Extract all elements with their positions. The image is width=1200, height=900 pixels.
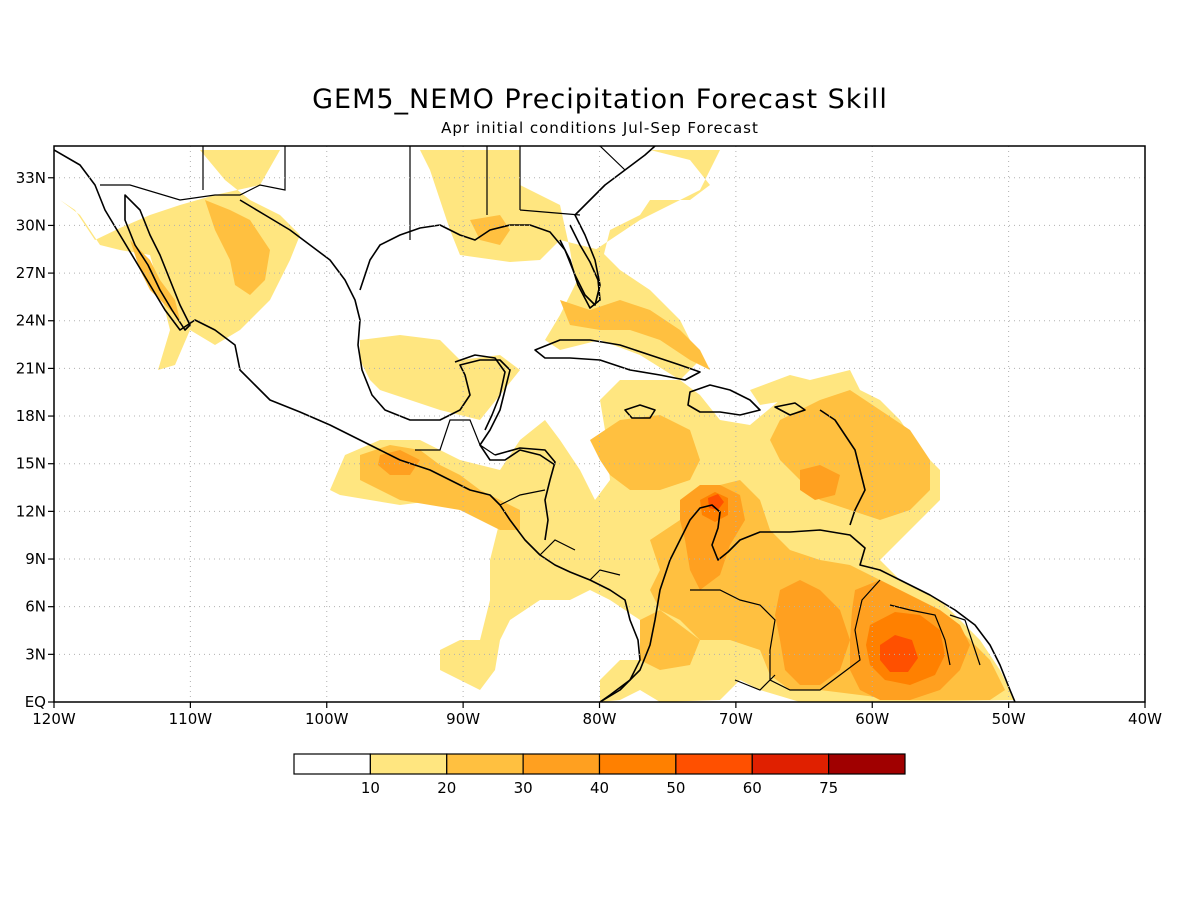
colorbar-swatch	[446, 753, 524, 775]
political-borders	[100, 146, 981, 691]
colorbar-swatch	[751, 753, 830, 775]
gridlines	[54, 146, 1145, 702]
coastline-baja	[124, 194, 191, 331]
border-central-america	[415, 419, 621, 581]
map-title: GEM5_NEMO Precipitation Forecast Skill	[312, 84, 888, 115]
lat-tick-label: 12N	[16, 502, 46, 520]
border-south-america	[690, 579, 981, 691]
lat-tick-label: 3N	[25, 645, 46, 663]
lon-tick-label: 60W	[855, 710, 889, 728]
skill-region-orinoco	[775, 580, 850, 685]
skill-region-florida-bahamas	[560, 300, 710, 370]
skill-region-caribbean-central	[590, 415, 700, 490]
colorbar-label: 30	[514, 779, 533, 797]
colorbar-label: 40	[590, 779, 609, 797]
colorbar: 10 20 30 40 50 60 75	[293, 753, 906, 797]
colorbar-swatch	[293, 753, 371, 775]
colorbar-swatch	[369, 753, 448, 775]
coastline-puerto-rico	[774, 402, 806, 416]
longitude-axis: 120W 110W 100W 90W 80W 70W 60W 50W 40W	[32, 702, 1162, 728]
colorbar-label: 50	[666, 779, 685, 797]
lat-tick-label: EQ	[25, 693, 46, 711]
lon-tick-label: 90W	[446, 710, 480, 728]
lat-tick-label: 27N	[16, 264, 46, 282]
latitude-axis: EQ 3N 6N 9N 12N 15N 18N 21N 24N 27N 30N 33N	[16, 169, 54, 711]
skill-region-lake-maracaibo	[680, 485, 745, 590]
coastline-jamaica	[624, 404, 656, 419]
coastline-south-america	[599, 504, 1016, 702]
colorbar-label: 20	[437, 779, 456, 797]
colorbar-swatch	[522, 753, 601, 775]
lat-tick-label: 9N	[25, 550, 46, 568]
coastline-honduras	[494, 447, 556, 541]
skill-fields	[54, 146, 1145, 702]
lat-tick-label: 18N	[16, 407, 46, 425]
lon-tick-label: 50W	[992, 710, 1026, 728]
lon-tick-label: 100W	[305, 710, 349, 728]
coastlines	[54, 146, 1016, 702]
colorbar-swatch	[828, 753, 906, 775]
lat-tick-label: 6N	[25, 598, 46, 616]
lat-tick-label: 33N	[16, 169, 46, 187]
lon-tick-label: 80W	[583, 710, 617, 728]
lat-tick-label: 15N	[16, 455, 46, 473]
skill-region-sierra	[205, 200, 270, 295]
skill-region-atlantic-islands	[750, 375, 810, 405]
coastline-lesser-antilles	[819, 409, 866, 526]
colorbar-label: 60	[743, 779, 762, 797]
lat-tick-label: 21N	[16, 359, 46, 377]
lon-tick-label: 40W	[1128, 710, 1162, 728]
lon-tick-label: 120W	[32, 710, 76, 728]
lat-tick-label: 30N	[16, 216, 46, 234]
colorbar-label: 75	[819, 779, 838, 797]
coastline-cuba	[534, 339, 701, 381]
coastline-hispaniola	[687, 384, 761, 416]
coastline-florida	[559, 224, 601, 309]
colorbar-label: 10	[361, 779, 380, 797]
lon-tick-label: 70W	[719, 710, 753, 728]
colorbar-swatch	[598, 753, 677, 775]
lon-tick-label: 110W	[169, 710, 213, 728]
skill-region-colombia-coast	[640, 610, 700, 670]
skill-region-guyana-peak	[880, 635, 918, 672]
colorbar-swatch	[675, 753, 753, 775]
skill-region-mexico-pacific	[60, 150, 300, 370]
skill-region-mexico-gulf-pacific	[378, 450, 420, 475]
border-us-mexico	[100, 146, 286, 201]
lat-tick-label: 24N	[16, 312, 46, 330]
map-subtitle: Apr initial conditions Jul-Sep Forecast	[441, 119, 759, 137]
coastline-gulf-mexico	[239, 199, 556, 466]
coastline-mexico-pacific	[54, 149, 641, 702]
coastline-yucatan	[454, 354, 506, 431]
skill-region-leeward	[800, 465, 840, 500]
skill-region-yucatan-mexico	[360, 335, 520, 420]
